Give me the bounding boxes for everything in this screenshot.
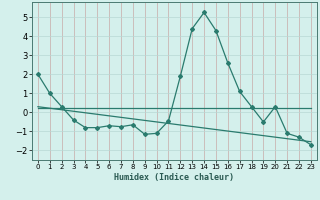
- X-axis label: Humidex (Indice chaleur): Humidex (Indice chaleur): [115, 173, 234, 182]
